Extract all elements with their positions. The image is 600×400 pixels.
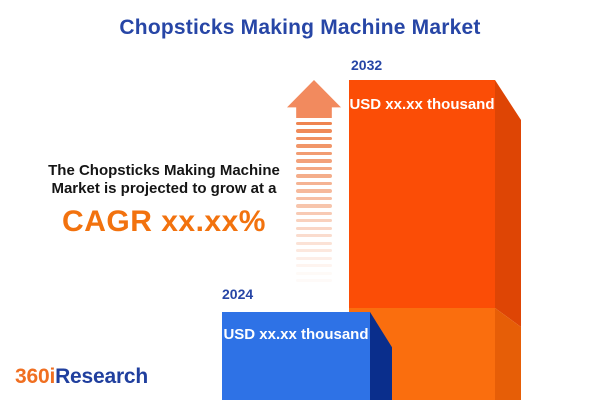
growth-arrow-head	[287, 80, 341, 118]
arrow-stripe	[296, 271, 332, 275]
arrow-stripe	[296, 219, 332, 223]
bar-2024-front	[222, 312, 370, 400]
bar-2032-front-top-segment	[349, 80, 495, 308]
bar-2032-label: 2032	[351, 57, 383, 73]
arrow-stripe	[296, 234, 332, 238]
arrow-stripe	[296, 256, 332, 260]
bar-2032-side-top-segment	[495, 80, 521, 327]
arrow-stripe	[296, 279, 332, 283]
arrow-stripe	[296, 151, 332, 156]
growth-arrow-icon	[287, 80, 341, 292]
arrow-stripe	[296, 159, 332, 163]
bar-2024: USD xx.xx thousand	[222, 312, 392, 400]
arrow-stripe	[296, 189, 332, 193]
arrow-stripe	[296, 204, 332, 208]
arrow-stripe	[296, 181, 332, 186]
arrow-stripe	[296, 122, 332, 126]
arrow-stripe	[296, 264, 332, 268]
arrow-stripe	[296, 136, 332, 141]
arrow-stripe	[296, 174, 332, 178]
description-line-2: Market is projected to grow at a	[51, 180, 277, 197]
bar-2024-value-label: USD xx.xx thousand	[223, 326, 369, 343]
description-block: The Chopsticks Making Machine Market is …	[28, 162, 300, 240]
bar-2032: USD xx.xx thousand	[349, 80, 521, 400]
arrow-stripe	[296, 144, 332, 148]
bar-2032-value-label: USD xx.xx thousand	[349, 96, 495, 113]
arrow-stripe	[296, 241, 332, 245]
arrow-stripe	[296, 129, 332, 133]
arrow-stripe	[296, 249, 332, 253]
bar-2024-label: 2024	[222, 286, 254, 302]
arrow-stripe	[296, 166, 332, 171]
cagr-text: CAGR xx.xx%	[62, 205, 266, 238]
description-line-1: The Chopsticks Making Machine	[48, 162, 280, 179]
page-title: Chopsticks Making Machine Market	[119, 16, 481, 39]
arrow-stripe	[296, 226, 332, 230]
logo-research-part: Research	[55, 365, 149, 388]
arrow-stripe	[296, 196, 332, 201]
arrow-stripe	[296, 211, 332, 215]
logo-360i-part: 360i	[15, 365, 56, 388]
bar-2024-side	[370, 312, 392, 400]
growth-arrow-shaft	[296, 122, 332, 287]
logo-360iresearch: 360iResearch	[15, 365, 148, 389]
